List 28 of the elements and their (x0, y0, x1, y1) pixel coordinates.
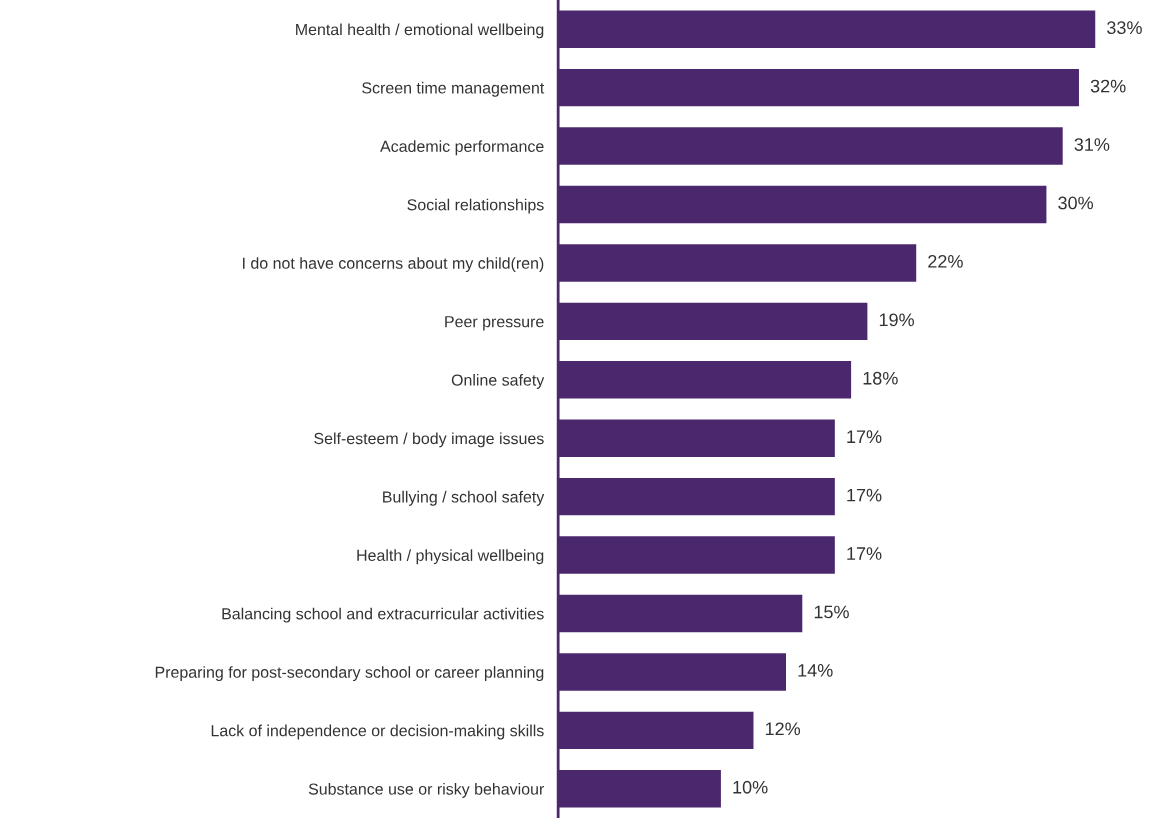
data-label: 17% (847, 488, 882, 502)
y-tick-label: Balancing school and extracurricular activities (222, 607, 544, 623)
data-label: 17% (847, 547, 882, 560)
y-tick-label: Lack of independence or decision-making skills (211, 724, 544, 740)
data-label: 30% (1058, 196, 1094, 210)
data-label: 22% (928, 254, 963, 268)
data-label: 33% (1107, 21, 1142, 35)
y-tick-label: Preparing for post-secondary school or career planning (155, 666, 544, 682)
y-tick-label: Online safety (451, 374, 545, 389)
y-tick-label: Health / physical wellbeing (357, 549, 544, 565)
data-label: 15% (814, 605, 849, 619)
data-label: 19% (879, 313, 914, 327)
y-tick-label: Self-esteem / body image issues (314, 432, 544, 448)
y-tick-label: Screen time management (362, 81, 545, 97)
y-tick-label: Bullying / school safety (383, 490, 545, 506)
y-tick-label: Mental health / emotional wellbeing (296, 23, 544, 39)
data-label: 31% (1074, 138, 1110, 151)
y-tick-label: I do not have concerns about my child(ren) (243, 257, 544, 273)
data-label: 17% (847, 430, 882, 443)
data-label: 10% (733, 780, 768, 794)
y-tick-label: Social relationships (407, 198, 544, 214)
data-label: 32% (1090, 79, 1126, 93)
y-tick-label: Substance use or risky behaviour (308, 783, 545, 798)
data-label: 12% (765, 722, 801, 736)
data-label: 18% (863, 371, 898, 385)
y-tick-label: Peer pressure (445, 316, 544, 331)
y-tick-label: Academic performance (380, 140, 544, 156)
data-label: 14% (798, 664, 833, 677)
